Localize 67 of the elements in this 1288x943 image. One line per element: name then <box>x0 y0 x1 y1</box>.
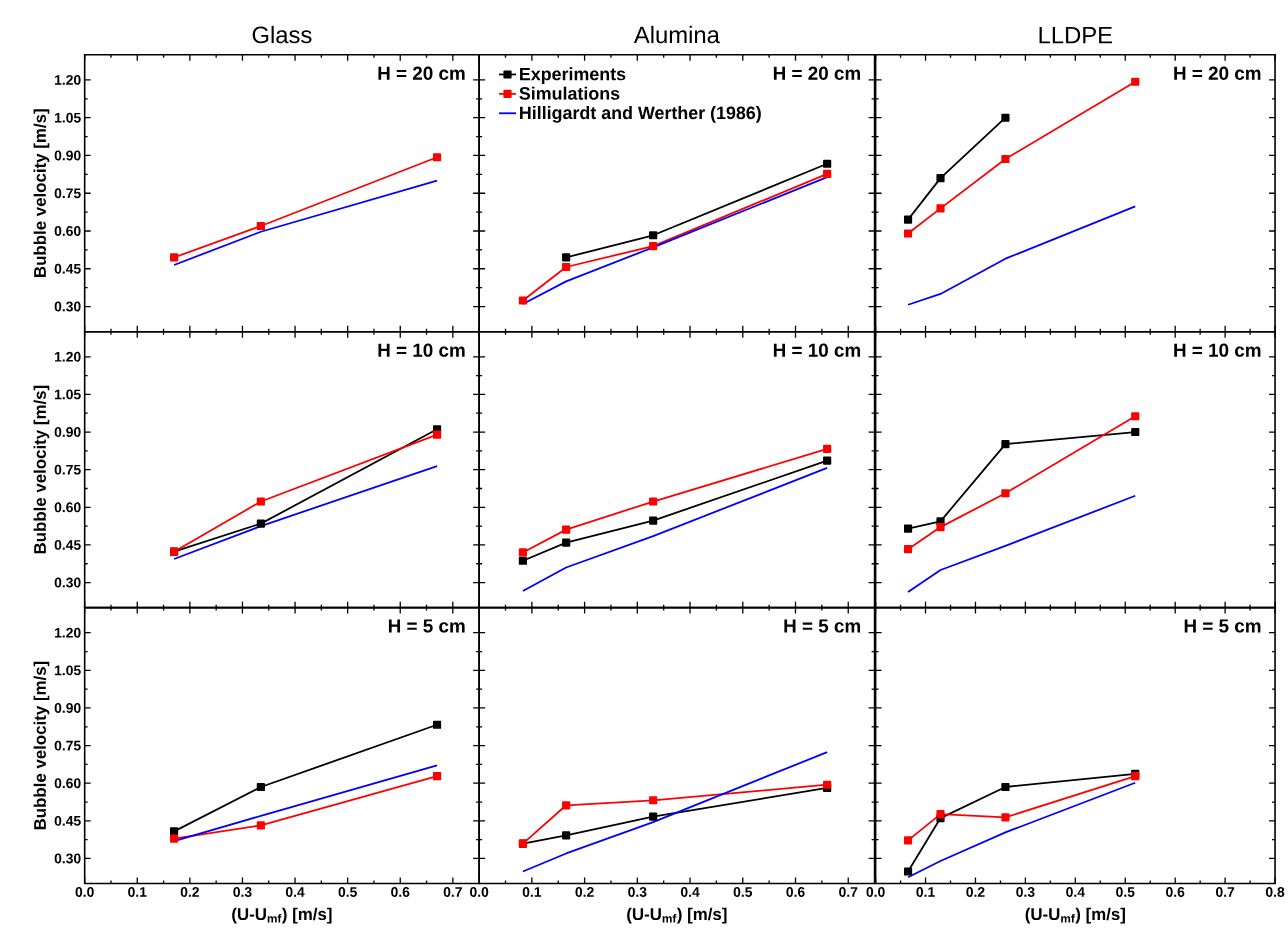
x-tick-label: 0.6 <box>391 886 410 897</box>
x-tick-label: 0.0 <box>866 886 885 897</box>
x-tick-label: 0.3 <box>233 886 252 897</box>
y-tick-label: 0.45 <box>54 815 81 826</box>
y-tick-label: 0.75 <box>54 464 81 475</box>
y-tick-label: 0.45 <box>54 539 81 550</box>
y-tick-label: 0.60 <box>54 778 81 788</box>
x-tick-label: 0.8 <box>1265 886 1285 897</box>
y-tick-label: 0.45 <box>54 263 81 274</box>
y-tick-label: 0.60 <box>54 502 81 513</box>
x-tick-label: 0.7 <box>443 886 462 897</box>
y-tick-label: 0.90 <box>54 702 81 713</box>
y-tick-label: 1.05 <box>55 112 81 123</box>
y-tick-label: 1.20 <box>55 627 81 638</box>
y-tick-label: 1.05 <box>55 389 81 400</box>
x-tick-label: 0.5 <box>733 886 753 897</box>
x-tick-label: 0.4 <box>285 886 305 897</box>
annotation: H = 20 cm <box>773 66 861 80</box>
y-tick-label: 0.30 <box>54 301 81 312</box>
annotation: H = 10 cm <box>773 343 861 357</box>
y-axis-title: Bubble velocity [m/s] <box>33 661 50 830</box>
legend-label: Experiments <box>520 67 626 84</box>
y-tick-label: 0.90 <box>54 150 81 161</box>
chart-title: Glass <box>252 25 312 44</box>
x-tick-label: 0.1 <box>128 886 147 897</box>
annotation: H = 20 cm <box>378 66 465 80</box>
legend-label: Simulations <box>519 86 620 100</box>
x-tick-label: 0.7 <box>839 886 858 897</box>
x-tick-label: 0.6 <box>786 886 805 897</box>
x-axis-title: (U-U$_{mf}$) [m/s] <box>627 907 727 924</box>
y-tick-label: 1.20 <box>55 74 81 85</box>
x-tick-label: 0.5 <box>338 886 357 897</box>
chart-title: LLDPE <box>1039 26 1113 44</box>
y-tick-label: 0.75 <box>54 188 81 199</box>
x-axis-title: (U-U$_{mf}$) [m/s] <box>1025 907 1125 924</box>
x-axis-title: (U-U$_{mf}$) [m/s] <box>232 907 332 924</box>
x-tick-label: 0.0 <box>75 886 94 897</box>
annotation: H = 10 cm <box>1174 343 1261 357</box>
annotation: H = 10 cm <box>378 343 465 357</box>
x-tick-label: 0.7 <box>1216 886 1235 897</box>
y-tick-label: 0.75 <box>54 740 81 751</box>
annotation: H = 5 cm <box>388 619 465 633</box>
x-tick-label: 0.4 <box>680 886 700 897</box>
x-tick-label: 0.5 <box>1116 886 1135 897</box>
x-tick-label: 0.1 <box>522 886 542 897</box>
x-tick-label: 0.2 <box>575 886 594 897</box>
chart-title: Alumina <box>633 25 720 44</box>
x-tick-label: 0.2 <box>180 886 199 897</box>
annotation: H = 20 cm <box>1174 66 1261 80</box>
y-axis-title: Bubble velocity [m/s] <box>33 109 50 277</box>
y-tick-label: 1.20 <box>55 351 81 362</box>
x-tick-label: 0.6 <box>1166 886 1185 897</box>
x-tick-label: 0.2 <box>966 886 985 897</box>
y-tick-label: 0.30 <box>54 853 81 864</box>
legend-label: Hilligardt and Werther (1986) <box>520 105 761 123</box>
y-tick-label: 0.60 <box>54 225 81 236</box>
x-tick-label: 0.3 <box>628 886 647 897</box>
y-axis-title: Bubble velocity [m/s] <box>33 385 50 554</box>
x-tick-label: 0.1 <box>916 886 935 897</box>
y-tick-label: 0.30 <box>54 577 81 588</box>
y-tick-label: 0.90 <box>54 426 81 437</box>
x-tick-label: 0.3 <box>1016 886 1035 897</box>
x-tick-label: 0.4 <box>1066 886 1085 897</box>
x-tick-label: 0.0 <box>470 886 489 897</box>
annotation: H = 5 cm <box>784 619 861 633</box>
annotation: H = 5 cm <box>1184 619 1261 633</box>
y-tick-label: 1.05 <box>55 665 81 676</box>
